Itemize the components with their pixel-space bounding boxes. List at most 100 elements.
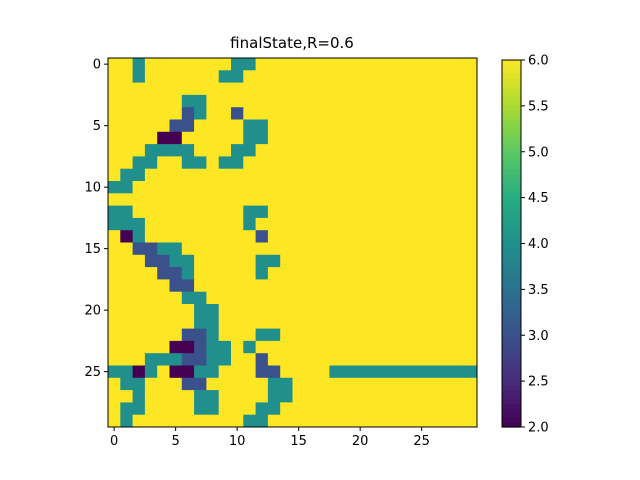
heatmap-cell: [157, 144, 170, 157]
heatmap-cell: [267, 414, 281, 428]
heatmap-cell: [120, 291, 133, 305]
heatmap-cell: [317, 131, 330, 145]
heatmap-cell: [255, 131, 269, 145]
heatmap-cell: [144, 414, 158, 428]
heatmap-cell: [452, 377, 466, 391]
heatmap-cell: [464, 107, 478, 120]
heatmap-cell: [304, 217, 318, 231]
heatmap-cell: [452, 390, 466, 403]
heatmap-cell: [304, 181, 318, 194]
heatmap-cell: [231, 82, 244, 96]
colorbar-segment: [502, 298, 521, 304]
heatmap-cell: [255, 205, 269, 219]
colorbar-segment: [502, 96, 521, 102]
heatmap-cell: [280, 279, 293, 293]
heatmap-cell: [341, 144, 355, 157]
heatmap-cell: [292, 365, 306, 379]
heatmap-cell: [415, 107, 429, 120]
heatmap-cell: [329, 242, 343, 256]
heatmap-cell: [108, 390, 121, 403]
colorbar-segment: [502, 115, 521, 121]
heatmap-cell: [390, 377, 404, 391]
heatmap-cell: [354, 279, 367, 293]
colorbar-segment: [502, 243, 521, 249]
heatmap-cell: [304, 365, 318, 379]
colorbar-tick-label: 2.5: [528, 375, 549, 390]
heatmap-cell: [181, 279, 195, 293]
heatmap-cell: [378, 144, 392, 157]
heatmap-cell: [169, 181, 183, 194]
heatmap-cell: [231, 131, 244, 145]
heatmap-cell: [280, 414, 293, 428]
heatmap-cell: [354, 205, 367, 219]
heatmap-cell: [280, 193, 293, 206]
heatmap-cell: [181, 193, 195, 206]
heatmap-cell: [341, 168, 355, 182]
heatmap-cell: [366, 58, 379, 71]
heatmap-cell: [415, 414, 429, 428]
heatmap-cell: [181, 340, 195, 354]
heatmap-cell: [292, 217, 306, 231]
heatmap-cell: [329, 131, 343, 145]
heatmap-cell: [144, 316, 158, 329]
heatmap-cell: [415, 230, 429, 243]
heatmap-cell: [304, 390, 318, 403]
heatmap-cell: [366, 217, 379, 231]
heatmap-cell: [427, 94, 441, 108]
heatmap-cell: [206, 267, 220, 280]
heatmap-cell: [108, 254, 121, 268]
heatmap-cell: [255, 267, 269, 280]
heatmap-cell: [378, 365, 392, 379]
heatmap-cell: [354, 340, 367, 354]
heatmap-cell: [341, 58, 355, 71]
heatmap-cell: [231, 316, 244, 329]
heatmap-cell: [120, 70, 133, 83]
heatmap-cell: [144, 94, 158, 108]
colorbar-segment: [502, 404, 521, 410]
colorbar-segment: [502, 69, 521, 75]
heatmap-cell: [194, 230, 207, 243]
heatmap-cell: [231, 365, 244, 379]
heatmap-cell: [292, 144, 306, 157]
heatmap-cell: [157, 390, 170, 403]
heatmap-cell: [403, 242, 416, 256]
colorbar-segment: [502, 289, 521, 295]
heatmap-cell: [243, 156, 256, 170]
heatmap-cell: [280, 242, 293, 256]
heatmap-cell: [403, 58, 416, 71]
heatmap-cell: [144, 70, 158, 83]
heatmap-cell: [108, 402, 121, 416]
heatmap-cell: [169, 82, 183, 96]
heatmap-cell: [403, 328, 416, 342]
heatmap-cell: [329, 328, 343, 342]
heatmap-cell: [366, 304, 379, 317]
heatmap-cell: [144, 193, 158, 206]
heatmap-cell: [231, 168, 244, 182]
heatmap-cell: [169, 291, 183, 305]
heatmap-cell: [231, 377, 244, 391]
heatmap-cell: [366, 107, 379, 120]
heatmap-cell: [218, 377, 232, 391]
heatmap-cell: [267, 267, 281, 280]
heatmap-cell: [206, 242, 220, 256]
heatmap-cell: [218, 70, 232, 83]
heatmap-cell: [218, 340, 232, 354]
heatmap-cell: [280, 340, 293, 354]
heatmap-cell: [132, 168, 146, 182]
heatmap-cell: [157, 353, 170, 366]
heatmap-cell: [403, 340, 416, 354]
heatmap-cell: [304, 377, 318, 391]
heatmap-cell: [354, 168, 367, 182]
heatmap-cell: [231, 291, 244, 305]
heatmap-cell: [452, 279, 466, 293]
heatmap-cell: [231, 205, 244, 219]
colorbar-segment: [502, 211, 521, 217]
heatmap-cell: [403, 291, 416, 305]
heatmap-cell: [403, 377, 416, 391]
heatmap-cell: [292, 168, 306, 182]
x-tick-label: 0: [110, 434, 118, 449]
heatmap-cell: [329, 193, 343, 206]
heatmap-cell: [280, 144, 293, 157]
heatmap-cell: [181, 58, 195, 71]
